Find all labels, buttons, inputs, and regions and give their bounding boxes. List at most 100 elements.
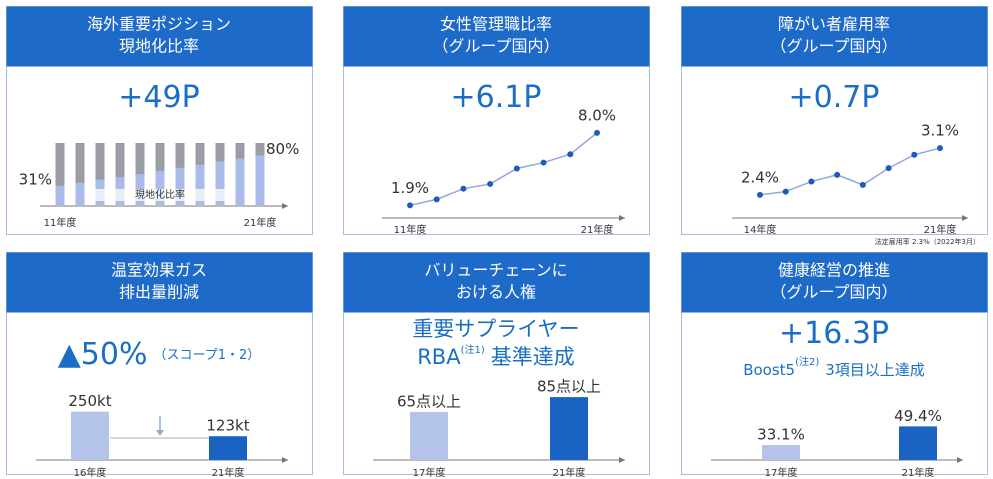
line [759, 147, 941, 196]
total-bar [75, 143, 85, 205]
panel-header [681, 252, 988, 313]
point [937, 145, 943, 152]
axis-arrow [619, 215, 625, 221]
headline-part: ▲50% [58, 337, 148, 372]
x-tick-label: 16年度 [74, 466, 107, 479]
point [540, 159, 547, 166]
headline-part: (注1) [461, 343, 485, 356]
bar [762, 445, 800, 460]
value-label: 250kt [68, 392, 111, 410]
panel-header [681, 6, 988, 67]
x-tick-label: 21年度 [212, 466, 245, 479]
x-tick-label: 21年度 [581, 223, 614, 236]
panel: 障がい者雇用率 （グループ国内） +0.7P 2.4% 14年度 3.1% 21年度法定雇用… [681, 6, 988, 246]
value-label: 85点以上 [537, 378, 601, 396]
point [567, 151, 574, 158]
value-label: 80% [266, 140, 299, 158]
panel-title: （グループ国内） [432, 37, 559, 56]
point [834, 171, 841, 178]
x-tick-label: 21年度 [244, 216, 277, 229]
point [460, 185, 467, 192]
bar [899, 426, 937, 460]
axis-arrow [282, 203, 288, 209]
panel-title: おける人権 [456, 283, 536, 302]
x-tick-label: 21年度 [924, 223, 957, 236]
panel-title: 排出量削減 [119, 283, 199, 302]
headline: Boost5(注2) 3項目以上達成 [743, 355, 925, 379]
panel-title: 温室効果ガス [111, 261, 207, 280]
panel-title: 女性管理職比率 [440, 15, 552, 34]
axis-arrow [962, 215, 968, 221]
total-bar [55, 143, 65, 205]
panel-title: （グループ国内） [770, 283, 897, 302]
point [433, 196, 440, 203]
bar [209, 436, 247, 460]
headline-part: +6.1P [451, 80, 542, 115]
value-label: 49.4% [894, 407, 942, 425]
point [594, 129, 600, 136]
point [808, 178, 815, 185]
point [513, 165, 520, 172]
share-bar [75, 182, 85, 205]
point [782, 188, 789, 195]
value-label: 1.9% [391, 179, 429, 197]
bar [550, 397, 588, 460]
panel-header [6, 252, 313, 313]
band-label: 現地化比率 [135, 188, 185, 201]
point [487, 180, 494, 187]
panel-header [6, 6, 313, 67]
panel-header [343, 252, 650, 313]
bar [71, 411, 109, 460]
share-bar [195, 164, 205, 205]
axis-arrow [619, 457, 625, 463]
point [757, 191, 763, 198]
headline-part: (注2) [795, 355, 819, 368]
share-bar [215, 161, 225, 205]
headline-part: +0.7P [789, 80, 880, 115]
band-bg [90, 189, 230, 201]
x-tick-label: 11年度 [44, 216, 77, 229]
panel-title: 海外重要ポジション [87, 15, 231, 34]
panel-title: 障がい者雇用率 [778, 15, 890, 34]
value-label: 123kt [206, 417, 249, 435]
panel: 女性管理職比率 （グループ国内） +6.1P 1.9% 11年度 8.0% 21年度 [343, 6, 650, 236]
value-label: 2.4% [741, 168, 779, 186]
headline-part: 重要サプライヤー [412, 317, 579, 341]
line [409, 132, 598, 207]
headline-part: 基準達成 [491, 345, 575, 369]
share-bar [255, 155, 265, 205]
panel: 健康経営の推進 （グループ国内） +16.3P Boost5(注2) 3項目以上達成 33… [681, 252, 988, 479]
point [407, 202, 413, 209]
panel-title: （グループ国内） [770, 37, 897, 56]
value-label: 3.1% [921, 122, 959, 140]
headline-part: 3項目以上達成 [825, 361, 925, 379]
headline-part: （スコープ1・2） [154, 348, 261, 363]
headline: 重要サプライヤー [412, 317, 579, 341]
value-label: 33.1% [757, 426, 805, 444]
headline: +16.3P [779, 316, 889, 351]
total-bar [95, 143, 105, 205]
point [859, 181, 866, 188]
axis-arrow [282, 457, 288, 463]
x-tick-label: 21年度 [902, 466, 935, 479]
x-tick-label: 11年度 [394, 223, 427, 236]
share-bar [235, 158, 245, 205]
headline: RBA(注1) 基準達成 [417, 343, 575, 369]
value-label: 31% [19, 170, 52, 188]
panel-title: 現地化比率 [119, 37, 199, 56]
x-tick-label: 17年度 [765, 466, 798, 479]
headline-part: RBA [417, 345, 461, 369]
bar [410, 411, 448, 460]
axis-arrow [957, 457, 963, 463]
x-tick-label: 21年度 [553, 466, 586, 479]
share-bar [175, 167, 185, 205]
headline: ▲50% （スコープ1・2） [58, 337, 261, 372]
point [885, 165, 892, 172]
note: 法定雇用率 2.3%（2022年3月） [875, 237, 980, 246]
headline-part: Boost5 [743, 361, 795, 379]
x-tick-label: 17年度 [413, 466, 446, 479]
